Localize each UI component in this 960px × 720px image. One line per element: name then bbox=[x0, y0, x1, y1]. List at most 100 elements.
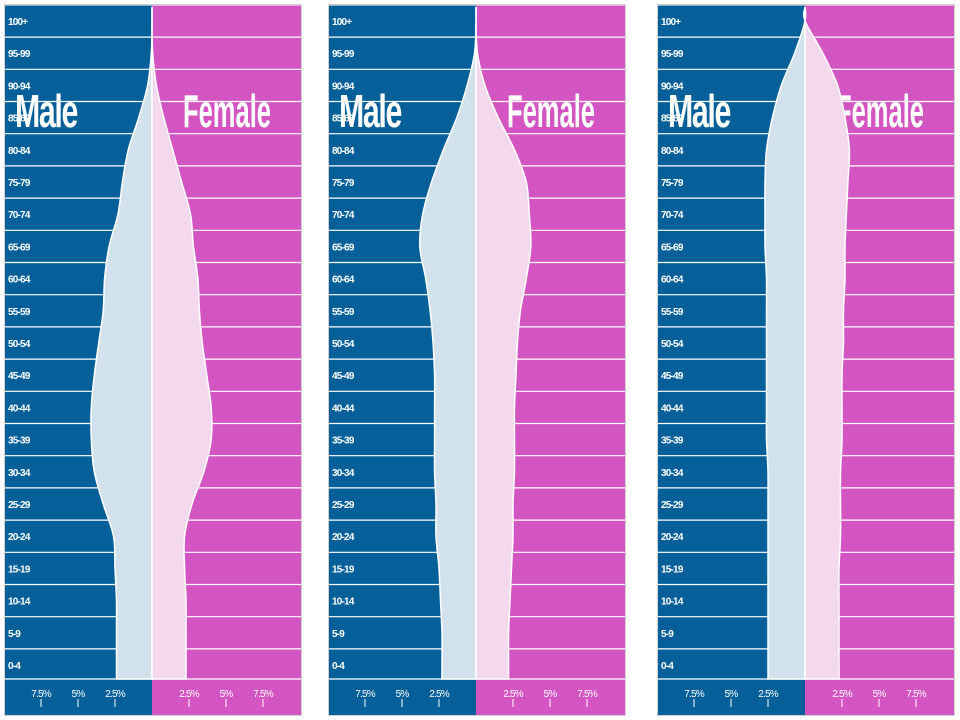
age-tick-label: 80-84 bbox=[661, 146, 684, 157]
age-tick-label: 45-49 bbox=[8, 371, 31, 382]
age-tick-label: 10-14 bbox=[661, 597, 684, 608]
age-tick-label: 100+ bbox=[8, 17, 28, 28]
age-tick-label: 40-44 bbox=[661, 403, 684, 414]
age-tick-label: 90-94 bbox=[8, 81, 31, 92]
age-tick-label: 55-59 bbox=[661, 307, 684, 318]
x-tick-label: 5% bbox=[544, 689, 558, 700]
pyramid-chart-2: Male Female 0-4 5-9 10-14 15-19 20-24 25-29 30-3… bbox=[329, 5, 625, 715]
pyramid-panel-3: Male Female 0-4 5-9 10-14 15-19 20-24 25-29 30-3… bbox=[657, 4, 955, 716]
pyramid-chart-1: Male Female 0-4 5-9 10-14 15-19 20-24 25-29 30-3… bbox=[5, 5, 301, 715]
age-tick-label: 80-84 bbox=[8, 146, 31, 157]
x-tick-label: 2.5% bbox=[832, 689, 853, 700]
age-tick-label: 40-44 bbox=[8, 403, 31, 414]
x-tick-label: 7.5% bbox=[355, 689, 376, 700]
age-tick-label: 10-14 bbox=[8, 597, 31, 608]
age-tick-label: 55-59 bbox=[8, 307, 31, 318]
age-tick-label: 70-74 bbox=[661, 210, 684, 221]
age-tick-label: 5-9 bbox=[332, 629, 345, 640]
age-tick-label: 25-29 bbox=[661, 500, 684, 511]
male-population-area bbox=[90, 6, 153, 680]
x-tick-label: 2.5% bbox=[429, 689, 450, 700]
age-tick-label: 65-69 bbox=[332, 242, 355, 253]
x-tick-label: 5% bbox=[873, 689, 887, 700]
pyramid-chart-3: Male Female 0-4 5-9 10-14 15-19 20-24 25-29 30-3… bbox=[658, 5, 954, 715]
age-tick-label: 60-64 bbox=[8, 275, 31, 286]
x-tick-label: 5% bbox=[725, 689, 739, 700]
age-tick-label: 15-19 bbox=[661, 564, 684, 575]
age-tick-label: 50-54 bbox=[661, 339, 684, 350]
age-tick-label: 75-79 bbox=[332, 178, 355, 189]
age-tick-label: 85-89 bbox=[332, 114, 355, 125]
age-tick-label: 20-24 bbox=[332, 532, 355, 543]
age-tick-label: 50-54 bbox=[332, 339, 355, 350]
age-tick-label: 30-34 bbox=[8, 468, 31, 479]
x-tick-label: 2.5% bbox=[758, 689, 779, 700]
x-tick-label: 2.5% bbox=[105, 689, 126, 700]
x-tick-label: 7.5% bbox=[684, 689, 705, 700]
age-tick-label: 25-29 bbox=[332, 500, 355, 511]
male-population-area bbox=[418, 6, 477, 680]
age-tick-label: 35-39 bbox=[661, 436, 684, 447]
age-tick-label: 70-74 bbox=[332, 210, 355, 221]
female-side-label: Female bbox=[507, 85, 595, 137]
age-tick-label: 100+ bbox=[661, 17, 681, 28]
age-tick-label: 90-94 bbox=[661, 81, 684, 92]
x-tick-label: 2.5% bbox=[503, 689, 524, 700]
age-tick-label: 90-94 bbox=[332, 81, 355, 92]
age-tick-label: 35-39 bbox=[8, 436, 31, 447]
age-tick-label: 20-24 bbox=[661, 532, 684, 543]
age-tick-label: 45-49 bbox=[661, 371, 684, 382]
age-tick-label: 100+ bbox=[332, 17, 352, 28]
age-tick-label: 65-69 bbox=[8, 242, 31, 253]
x-tick-label: 5% bbox=[220, 689, 234, 700]
age-tick-label: 75-79 bbox=[8, 178, 31, 189]
age-tick-label: 45-49 bbox=[332, 371, 355, 382]
age-tick-label: 15-19 bbox=[332, 564, 355, 575]
age-tick-label: 0-4 bbox=[661, 661, 674, 672]
age-tick-label: 60-64 bbox=[661, 275, 684, 286]
male-side-label: Male bbox=[668, 85, 731, 137]
age-tick-label: 75-79 bbox=[661, 178, 684, 189]
age-tick-label: 15-19 bbox=[8, 564, 31, 575]
age-tick-label: 95-99 bbox=[661, 49, 684, 60]
age-tick-label: 5-9 bbox=[661, 629, 674, 640]
x-tick-label: 5% bbox=[72, 689, 86, 700]
age-tick-label: 50-54 bbox=[8, 339, 31, 350]
age-tick-label: 70-74 bbox=[8, 210, 31, 221]
age-tick-label: 95-99 bbox=[8, 49, 31, 60]
age-tick-label: 65-69 bbox=[661, 242, 684, 253]
age-tick-label: 20-24 bbox=[8, 532, 31, 543]
female-population-area bbox=[802, 6, 851, 680]
x-tick-label: 7.5% bbox=[577, 689, 598, 700]
x-tick-label: 2.5% bbox=[179, 689, 200, 700]
x-tick-label: 7.5% bbox=[906, 689, 927, 700]
age-tick-label: 95-99 bbox=[332, 49, 355, 60]
male-population-area bbox=[764, 6, 807, 680]
age-tick-label: 60-64 bbox=[332, 275, 355, 286]
male-side-label: Male bbox=[15, 85, 78, 137]
age-tick-label: 0-4 bbox=[332, 661, 345, 672]
pyramid-panel-2: Male Female 0-4 5-9 10-14 15-19 20-24 25-29 30-3… bbox=[328, 4, 626, 716]
x-tick-label: 7.5% bbox=[31, 689, 52, 700]
age-tick-label: 85-89 bbox=[661, 114, 684, 125]
age-tick-label: 0-4 bbox=[8, 661, 21, 672]
age-tick-label: 5-9 bbox=[8, 629, 21, 640]
age-tick-label: 85-89 bbox=[8, 114, 31, 125]
female-population-area bbox=[151, 6, 213, 680]
pyramid-panel-1: Male Female 0-4 5-9 10-14 15-19 20-24 25-29 30-3… bbox=[4, 4, 302, 716]
female-population-area bbox=[475, 6, 532, 680]
age-tick-label: 80-84 bbox=[332, 146, 355, 157]
male-side-label: Male bbox=[339, 85, 402, 137]
age-tick-label: 10-14 bbox=[332, 597, 355, 608]
age-tick-label: 35-39 bbox=[332, 436, 355, 447]
age-tick-label: 30-34 bbox=[332, 468, 355, 479]
age-tick-label: 30-34 bbox=[661, 468, 684, 479]
age-tick-label: 55-59 bbox=[332, 307, 355, 318]
female-side-label: Female bbox=[183, 85, 271, 137]
age-tick-label: 25-29 bbox=[8, 500, 31, 511]
age-tick-label: 40-44 bbox=[332, 403, 355, 414]
x-tick-label: 7.5% bbox=[253, 689, 274, 700]
female-side-label: Female bbox=[836, 85, 924, 137]
x-tick-label: 5% bbox=[396, 689, 410, 700]
